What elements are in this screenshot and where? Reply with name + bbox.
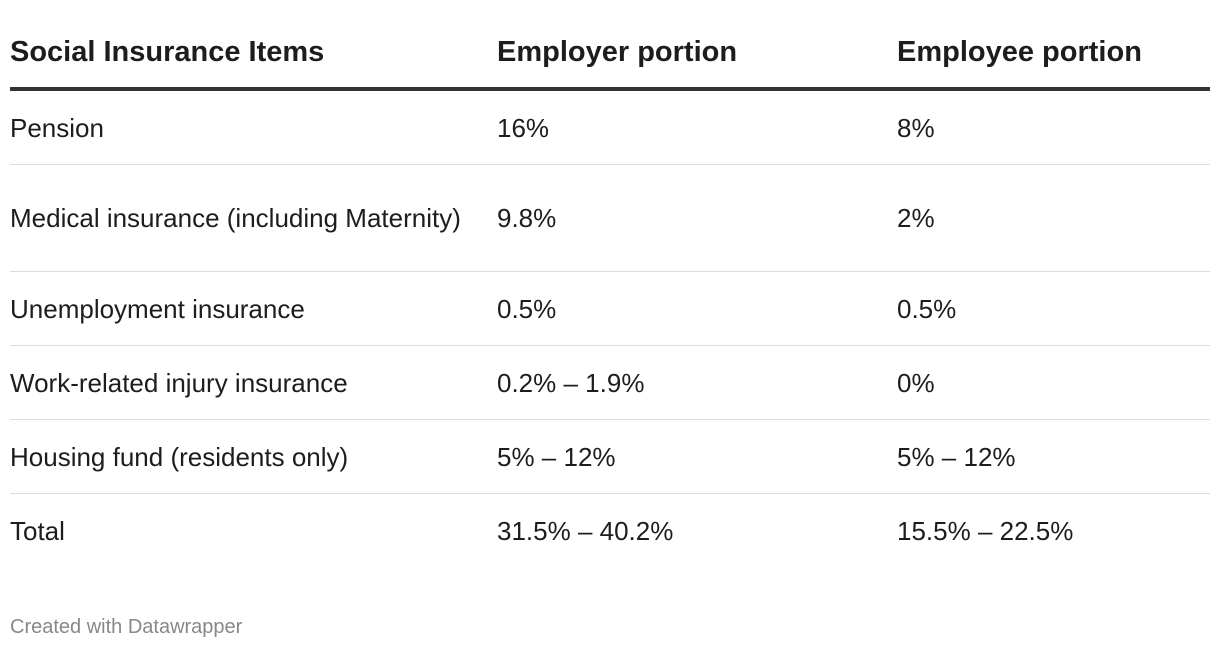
- table-row: Work-related injury insurance 0.2% – 1.9…: [10, 345, 1210, 420]
- employee-rate: 8%: [897, 89, 1210, 165]
- column-header-items: Social Insurance Items: [10, 36, 497, 91]
- employer-rate: 0.2% – 1.9%: [497, 345, 897, 420]
- employee-rate: 15.5% – 22.5%: [897, 515, 1074, 546]
- table-row: Medical insurance (including Maternity) …: [10, 164, 1210, 272]
- table-row: Pension 16% 8%: [10, 89, 1210, 165]
- datawrapper-credit: Created with Datawrapper: [10, 616, 243, 638]
- table-header-row: Social Insurance Items Employer portion …: [10, 36, 1210, 91]
- social-insurance-table-container: Social Insurance Items Employer portion …: [10, 36, 1210, 567]
- row-item-label: Pension: [10, 89, 497, 165]
- column-header-employer: Employer portion: [497, 36, 897, 91]
- row-item-label: Work-related injury insurance: [10, 345, 497, 420]
- employee-rate: 0%: [897, 345, 1210, 420]
- row-item-label: Medical insurance (including Maternity): [10, 164, 497, 272]
- employee-rate: 5% – 12%: [897, 419, 1210, 494]
- employee-rate: 0.5%: [897, 271, 1210, 346]
- table-row: Unemployment insurance 0.5% 0.5%: [10, 271, 1210, 346]
- table-row-total: Total 31.5% – 40.2% 15.5% – 22.5%: [10, 494, 1210, 568]
- row-item-label: Total: [10, 515, 65, 546]
- employer-rate: 0.5%: [497, 271, 897, 346]
- employer-rate: 9.8%: [497, 164, 897, 272]
- employer-rate: 16%: [497, 89, 897, 165]
- social-insurance-table: Social Insurance Items Employer portion …: [10, 36, 1210, 567]
- employer-rate: 5% – 12%: [497, 419, 897, 494]
- row-item-label: Housing fund (residents only): [10, 419, 497, 494]
- column-header-employee: Employee portion: [897, 36, 1210, 91]
- table-row: Housing fund (residents only) 5% – 12% 5…: [10, 419, 1210, 494]
- employer-rate: 31.5% – 40.2%: [497, 515, 674, 546]
- employee-rate: 2%: [897, 164, 1210, 272]
- row-item-label: Unemployment insurance: [10, 271, 497, 346]
